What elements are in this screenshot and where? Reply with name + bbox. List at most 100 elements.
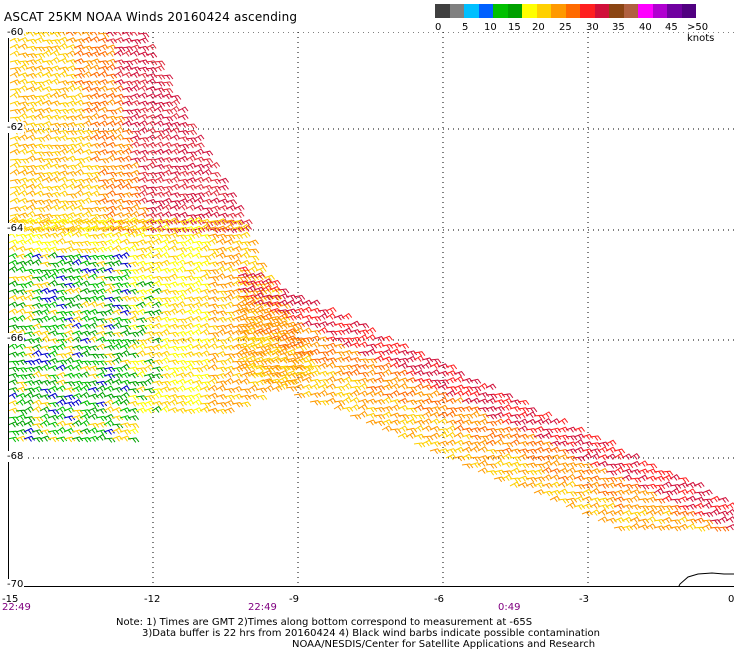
wind-barb bbox=[183, 408, 196, 415]
wind-barb bbox=[87, 308, 99, 316]
wind-barb bbox=[501, 397, 513, 405]
wind-barb bbox=[557, 462, 570, 468]
wind-barb bbox=[453, 413, 466, 420]
wind-barb bbox=[365, 369, 377, 376]
wind-barb bbox=[277, 299, 289, 306]
wind-barb bbox=[105, 183, 117, 190]
wind-barb bbox=[87, 234, 100, 240]
wind-barb bbox=[47, 268, 60, 275]
wind-barb bbox=[159, 297, 172, 303]
wind-barb bbox=[111, 244, 123, 252]
wind-barb bbox=[381, 362, 393, 369]
time-label-2: 22:49 bbox=[248, 602, 277, 613]
wind-barb bbox=[103, 385, 115, 392]
wind-barb bbox=[105, 150, 118, 156]
wind-barb bbox=[151, 351, 163, 358]
wind-barb bbox=[277, 320, 289, 327]
wind-barb bbox=[653, 475, 665, 482]
wind-barb bbox=[175, 226, 188, 233]
wind-barb bbox=[113, 225, 125, 233]
wind-barb bbox=[135, 395, 148, 401]
wind-barb bbox=[309, 316, 322, 322]
wind-barb bbox=[485, 414, 498, 420]
wind-barb bbox=[71, 230, 83, 238]
wind-barb bbox=[525, 448, 538, 455]
wind-barb bbox=[23, 217, 35, 224]
wind-barb bbox=[177, 113, 189, 121]
wind-barb bbox=[25, 128, 37, 135]
wind-barb bbox=[653, 518, 666, 525]
wind-barb bbox=[143, 316, 155, 323]
wind-barb bbox=[41, 176, 53, 184]
wind-barb bbox=[105, 73, 118, 80]
wind-barb bbox=[309, 341, 321, 348]
wind-barb bbox=[73, 122, 86, 129]
wind-barb bbox=[237, 299, 249, 306]
wind-barb bbox=[525, 455, 538, 461]
wind-barb bbox=[95, 219, 108, 226]
wind-barb bbox=[413, 351, 426, 357]
wind-barb bbox=[39, 402, 52, 408]
wind-barb bbox=[477, 382, 489, 390]
wind-barb bbox=[49, 78, 61, 85]
wind-barb bbox=[215, 225, 227, 232]
wind-barb bbox=[97, 65, 109, 72]
wind-barb bbox=[41, 213, 54, 220]
wind-barb bbox=[119, 343, 131, 350]
wind-barb bbox=[57, 42, 69, 50]
map-title: ASCAT 25KM NOAA Winds 20160424 ascending bbox=[4, 10, 298, 24]
wind-barb bbox=[111, 331, 124, 338]
wind-barb bbox=[87, 353, 100, 359]
wind-barb bbox=[49, 204, 61, 211]
wind-barb bbox=[445, 439, 457, 446]
wind-barb bbox=[597, 490, 610, 497]
wind-barb bbox=[397, 383, 409, 390]
wind-barb bbox=[613, 462, 626, 469]
wind-barb bbox=[81, 225, 93, 232]
wind-barb bbox=[23, 247, 36, 254]
wind-barb bbox=[175, 400, 187, 407]
wind-barb bbox=[15, 233, 28, 240]
wind-barb bbox=[153, 65, 165, 72]
wind-barb bbox=[127, 343, 139, 350]
wind-barb bbox=[135, 343, 147, 350]
wind-barb bbox=[277, 376, 289, 383]
legend-swatch bbox=[580, 4, 595, 18]
wind-barb bbox=[509, 420, 522, 427]
wind-barb bbox=[199, 269, 212, 275]
wind-barb bbox=[185, 137, 198, 143]
wind-barb bbox=[63, 427, 75, 435]
wind-barb bbox=[161, 211, 173, 218]
wind-barb bbox=[49, 108, 62, 115]
wind-barb bbox=[301, 299, 313, 307]
wind-barb bbox=[565, 473, 576, 481]
wind-barb bbox=[191, 328, 203, 336]
wind-barb bbox=[293, 307, 305, 314]
wind-barb bbox=[55, 275, 68, 281]
wind-barb bbox=[23, 387, 36, 394]
wind-barb bbox=[49, 72, 61, 79]
wind-barb bbox=[47, 324, 60, 331]
wind-barb bbox=[71, 364, 83, 371]
wind-barb bbox=[437, 432, 449, 439]
wind-barb bbox=[413, 425, 425, 432]
wind-barb bbox=[175, 378, 187, 386]
wind-barb bbox=[111, 427, 123, 435]
wind-barb bbox=[111, 352, 124, 359]
wind-barb bbox=[97, 70, 109, 78]
wind-barb bbox=[287, 378, 299, 386]
wind-barb bbox=[183, 296, 196, 303]
wind-barb bbox=[413, 442, 426, 448]
wind-barb bbox=[119, 363, 131, 371]
y-label-62: -62 bbox=[6, 122, 25, 133]
wind-barb bbox=[57, 114, 69, 121]
wind-barb bbox=[127, 244, 138, 252]
wind-barb bbox=[119, 429, 132, 435]
wind-barb bbox=[119, 385, 131, 392]
wind-barb bbox=[365, 334, 377, 341]
wind-barb bbox=[177, 165, 190, 171]
wind-barb bbox=[167, 267, 179, 274]
wind-barb bbox=[23, 252, 35, 259]
wind-barb bbox=[63, 297, 76, 303]
wind-barb bbox=[127, 428, 139, 435]
